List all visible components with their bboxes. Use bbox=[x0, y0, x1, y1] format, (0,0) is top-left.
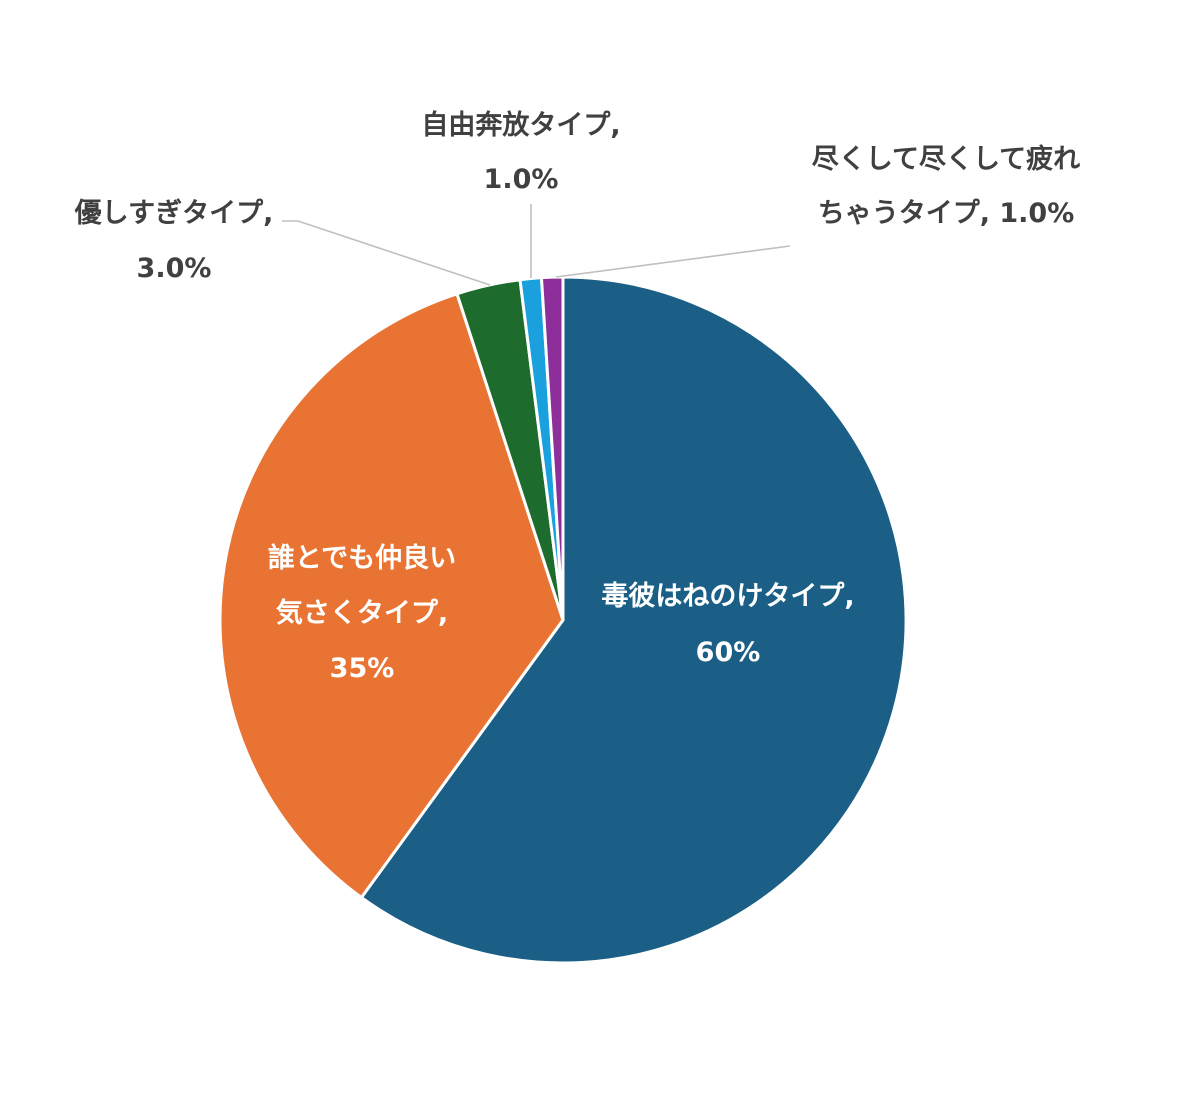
leader-lines bbox=[282, 204, 791, 286]
data-label-line: 誰とでも仲良い bbox=[268, 542, 456, 574]
data-label: 毒彼はねのけタイプ, 60% bbox=[601, 581, 854, 668]
data-label-line: 優しすぎタイプ, bbox=[74, 198, 274, 229]
data-label: 自由奔放タイプ, 1.0% bbox=[421, 109, 620, 195]
data-labels: 毒彼はねのけタイプ, 60% 誰とでも仲良い気さくタイプ, 35% 優しすぎタイプ, 3.… bbox=[74, 109, 1081, 684]
data-label-line: ちゃうタイプ, 1.0% bbox=[818, 198, 1075, 229]
data-label-line: 60% bbox=[696, 637, 761, 668]
pie-slice bbox=[539, 275, 565, 622]
leader-line bbox=[282, 220, 491, 286]
data-label-line: 1.0% bbox=[484, 164, 559, 195]
data-label: 誰とでも仲良い気さくタイプ, 35% bbox=[268, 542, 456, 684]
leader-line bbox=[555, 245, 791, 278]
pie-slice bbox=[218, 292, 565, 899]
pie-slices bbox=[218, 275, 908, 965]
data-label-line: 毒彼はねのけタイプ, bbox=[601, 581, 854, 612]
data-label-line: 尽くして尽くして疲れ bbox=[812, 143, 1080, 175]
data-label: 尽くして尽くして疲れちゃうタイプ, 1.0% bbox=[812, 143, 1080, 229]
data-label-line: 自由奔放タイプ, bbox=[421, 109, 620, 141]
pie-slice bbox=[359, 275, 908, 965]
data-label: 優しすぎタイプ, 3.0% bbox=[74, 198, 274, 284]
data-label-line: 気さくタイプ, bbox=[276, 597, 448, 629]
data-label-line: 3.0% bbox=[137, 253, 212, 284]
data-label-line: 35% bbox=[330, 653, 395, 684]
